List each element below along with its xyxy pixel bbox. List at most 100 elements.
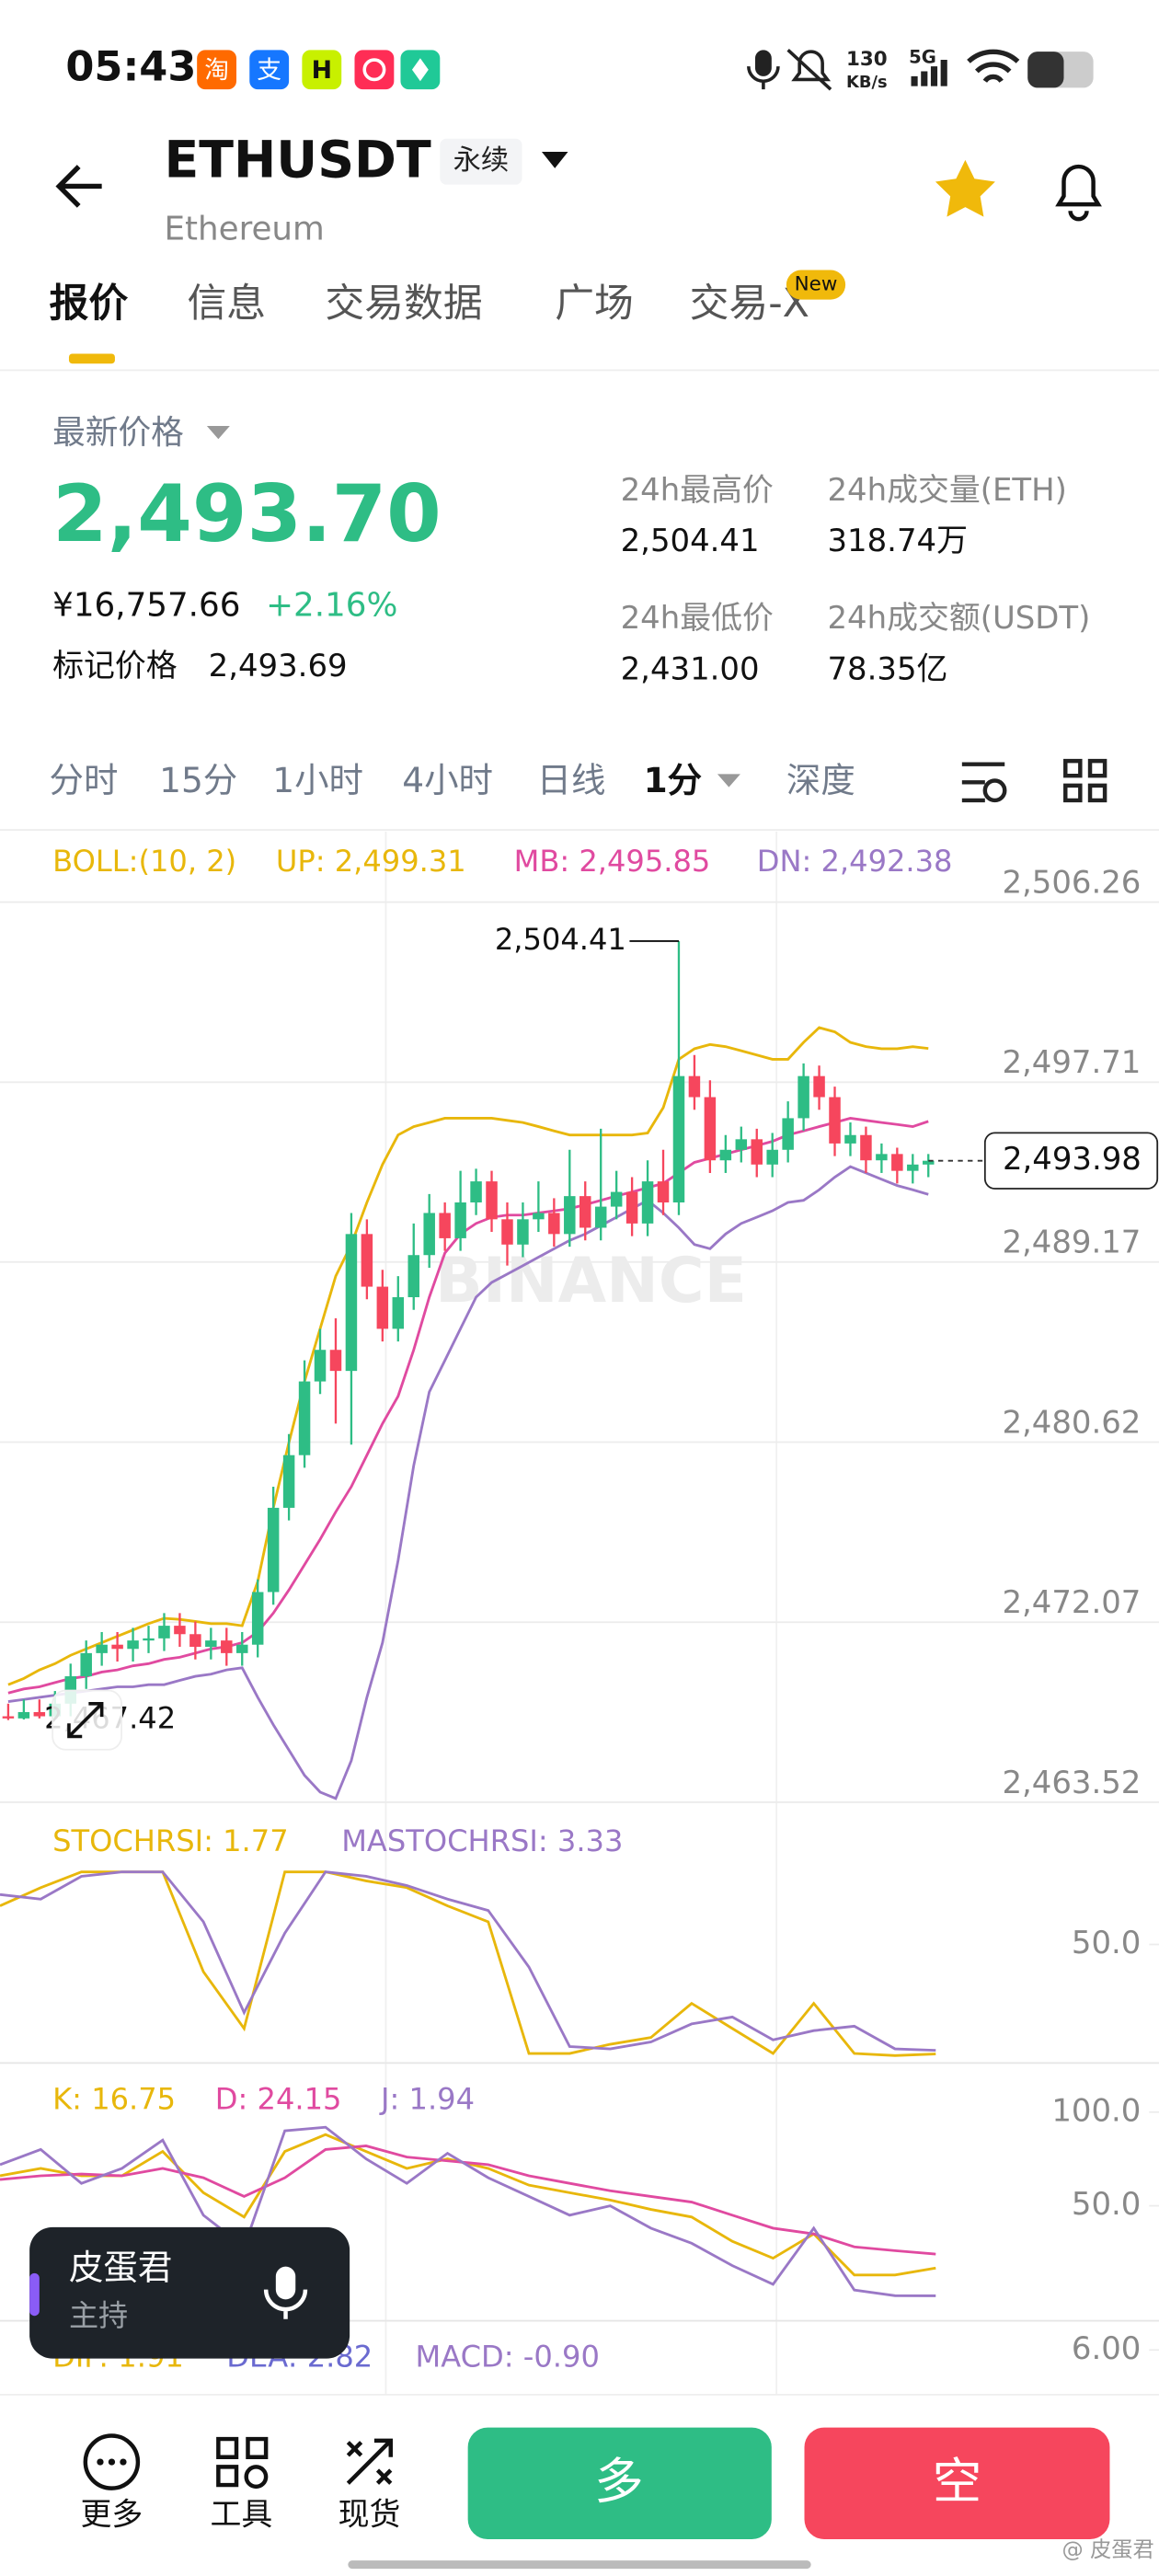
interval-active[interactable]: 1分 — [644, 760, 703, 800]
tools-icon[interactable] — [216, 2436, 269, 2488]
candle-body — [704, 1097, 717, 1161]
new-badge — [786, 270, 846, 300]
interval[interactable]: 分时 — [50, 760, 119, 800]
candle-body — [329, 1350, 342, 1372]
candle-body — [267, 1507, 280, 1593]
candle-body — [111, 1644, 123, 1650]
symbol-dropdown[interactable] — [541, 151, 568, 168]
clock: 05:43 — [65, 43, 196, 91]
charts: 2,506.26 2,497.71 2,489.17 2,480.62 2,472.07… — [0, 844, 1159, 2375]
app-icon — [354, 50, 395, 90]
current-price: 2,493.98 — [1003, 1141, 1142, 1177]
home-indicator — [348, 2560, 811, 2570]
candle-body — [486, 1181, 498, 1220]
candle-body — [298, 1381, 311, 1455]
mic-icon — [263, 2289, 308, 2319]
app-icon-label: 淘 — [204, 56, 229, 85]
candle-body — [657, 1181, 670, 1203]
candle-body — [829, 1097, 841, 1144]
app-icon-glyph — [362, 58, 386, 82]
stat-value: 2,504.41 — [621, 523, 760, 558]
legend-entry: J: 1.94 — [379, 2081, 475, 2116]
candle-body — [766, 1149, 778, 1165]
favorite-star[interactable] — [935, 159, 995, 217]
alert-bell[interactable] — [1055, 164, 1102, 222]
interval[interactable]: 1小时 — [272, 760, 363, 800]
legend-entry: STOCHRSI: 1.77 — [52, 1823, 289, 1858]
interval-dropdown[interactable] — [717, 774, 740, 788]
candle-body — [282, 1455, 295, 1508]
tab[interactable]: 报价 — [50, 281, 129, 327]
y-tick-label: 50.0 — [1072, 2186, 1141, 2222]
candle-body — [189, 1634, 201, 1647]
candle-body — [174, 1626, 186, 1635]
host-card[interactable]: 皮蛋君 主持 — [29, 2226, 350, 2359]
indicator-settings[interactable] — [961, 762, 1005, 803]
mic-icon — [747, 66, 780, 90]
short-button[interactable] — [804, 2427, 1110, 2539]
layout-button[interactable] — [1063, 758, 1107, 803]
interval[interactable]: 15分 — [159, 760, 237, 800]
tool-label[interactable]: 更多 — [80, 2496, 143, 2532]
candle-body — [143, 1638, 155, 1641]
candle-body — [923, 1160, 935, 1165]
legend-title: BOLL:(10, 2) — [52, 844, 236, 879]
tool-label[interactable]: 工具 — [210, 2496, 272, 2532]
signal-icon — [911, 60, 947, 86]
short-button-label: 空 — [933, 2453, 982, 2511]
symbol: ETHUSDT — [164, 132, 430, 190]
candle-body — [533, 1213, 545, 1220]
y-tick-label: 50.0 — [1072, 1925, 1141, 1961]
high-label: 2,504.41 — [495, 922, 626, 957]
stat-value: 78.35亿 — [827, 650, 947, 686]
price-dropdown[interactable] — [206, 426, 230, 440]
expand-icon — [67, 1702, 104, 1739]
candle-body — [127, 1640, 139, 1650]
boll-line — [7, 1026, 929, 1686]
mic-icon — [754, 50, 772, 76]
spot-icon[interactable] — [346, 2438, 393, 2485]
mark-price: 2,493.69 — [209, 648, 348, 684]
candle-body — [33, 1711, 46, 1717]
candle-body — [813, 1075, 825, 1098]
interval[interactable]: 4小时 — [402, 760, 493, 800]
mute-icon — [786, 49, 832, 91]
candle-body — [158, 1626, 170, 1639]
indicator-settings[interactable] — [982, 778, 1007, 803]
back-button[interactable] — [55, 165, 102, 208]
more-icon[interactable] — [83, 2433, 141, 2490]
interval[interactable]: 日线 — [537, 760, 606, 800]
interval[interactable]: 深度 — [786, 760, 855, 800]
candle-body — [470, 1181, 482, 1203]
candle-body — [376, 1286, 389, 1329]
host-card-bg — [29, 2226, 350, 2359]
host-name: 皮蛋君 — [69, 2248, 172, 2288]
tab[interactable]: 信息 — [187, 281, 266, 327]
y-tick-label: 2,489.17 — [1002, 1225, 1141, 1260]
candle-body — [860, 1134, 872, 1161]
mic-icon — [275, 2266, 296, 2300]
asset-name: Ethereum — [164, 211, 324, 248]
candle-body — [517, 1219, 529, 1245]
candle-body — [96, 1644, 108, 1653]
battery-level — [1027, 52, 1064, 88]
boll-line — [7, 1117, 929, 1695]
tab[interactable]: 广场 — [555, 281, 634, 327]
last-price-label: 最新价格 — [52, 414, 184, 452]
indicator-line — [0, 2145, 936, 2256]
candle-body — [345, 1234, 358, 1372]
candle-body — [719, 1149, 732, 1161]
interval-bar: 分时 15分 1小时 4小时 日线 1分 深度 — [50, 758, 1107, 803]
candle-body — [564, 1196, 576, 1235]
legend-entry: MACD: -0.90 — [416, 2340, 600, 2375]
long-button[interactable] — [467, 2427, 772, 2539]
candle-body — [641, 1181, 654, 1224]
candle-body — [735, 1139, 748, 1150]
tab[interactable]: 交易数据 — [325, 281, 482, 327]
contract-type: 永续 — [453, 144, 510, 177]
legend-entry: UP: 2,499.31 — [276, 844, 466, 879]
network-type: 5G — [909, 47, 936, 68]
indicator-line — [0, 2125, 936, 2297]
tool-label[interactable]: 现货 — [339, 2496, 401, 2532]
legend-entry: D: 24.15 — [215, 2081, 342, 2116]
